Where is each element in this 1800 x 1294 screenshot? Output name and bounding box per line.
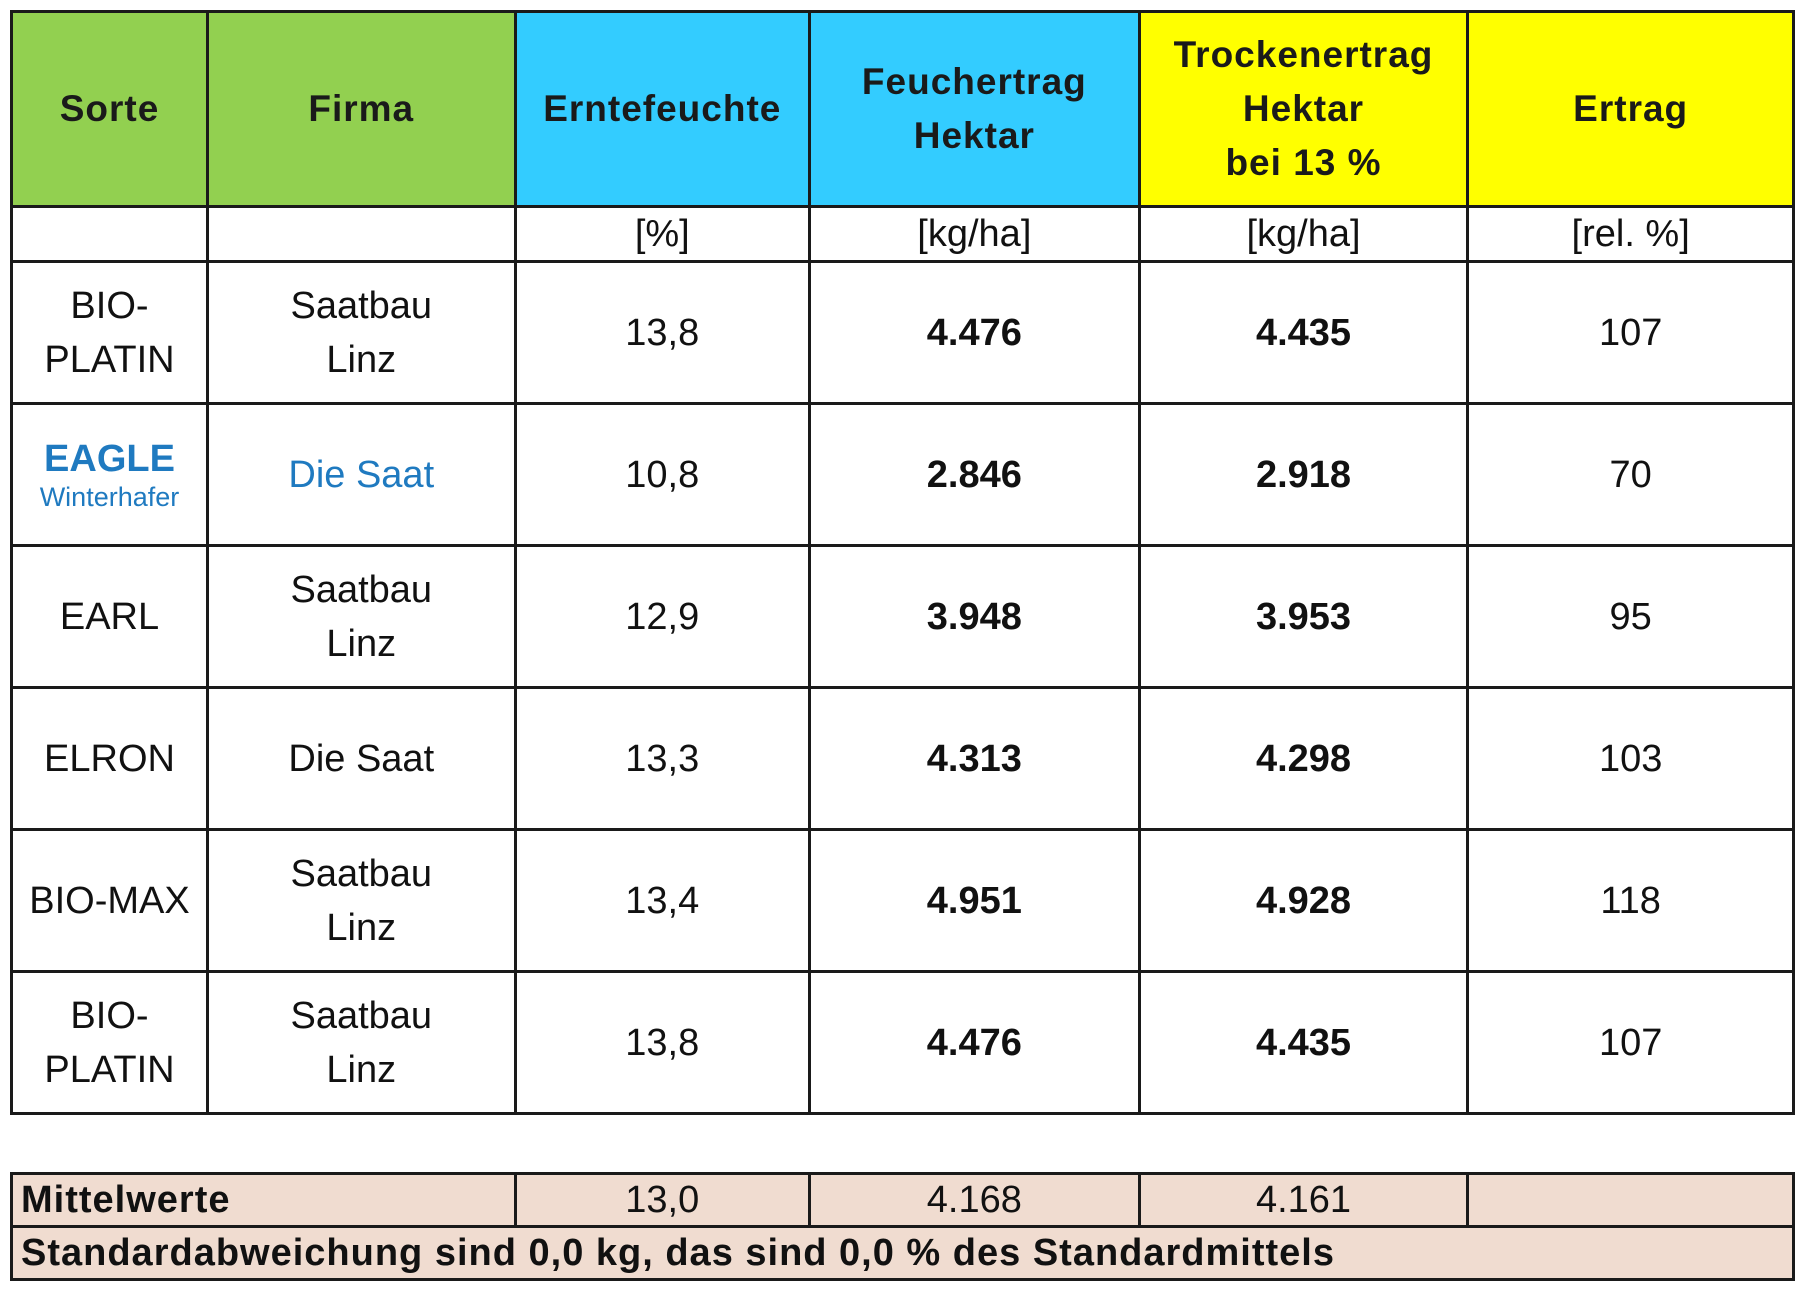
firma-line: Saatbau bbox=[290, 852, 433, 895]
cell-erntefeuchte: 13,3 bbox=[513, 686, 812, 831]
firma-line: Saatbau bbox=[290, 568, 433, 611]
cell-firma: Saatbau Linz bbox=[205, 544, 517, 689]
cell-ertrag: 95 bbox=[1466, 544, 1795, 689]
cell-ertrag: 107 bbox=[1466, 970, 1795, 1115]
cell-ertrag: 103 bbox=[1466, 686, 1795, 831]
cell-feuchertrag: 4.951 bbox=[808, 828, 1141, 973]
table-row: EAGLE Winterhafer Die Saat 10,8 2.846 2.… bbox=[10, 402, 1795, 547]
summary-feuchertrag: 4.168 bbox=[808, 1172, 1141, 1228]
cell-firma: Die Saat bbox=[205, 686, 517, 831]
firma-line: Die Saat bbox=[288, 737, 435, 780]
table-row: BIO-MAX Saatbau Linz 13,4 4.951 4.928 11… bbox=[10, 828, 1795, 973]
unit-erntefeuchte: [%] bbox=[513, 205, 812, 263]
unit-row: [%] [kg/ha] [kg/ha] [rel. %] bbox=[10, 205, 1795, 263]
firma-line: Saatbau bbox=[290, 994, 433, 1037]
variety-results-table: Sorte Firma Erntefeuchte Feuchertrag Hek… bbox=[10, 10, 1795, 1115]
cell-firma: Die Saat bbox=[205, 402, 517, 547]
standard-deviation-note: Standardabweichung sind 0,0 kg, das sind… bbox=[10, 1225, 1795, 1281]
summary-table: Mittelwerte 13,0 4.168 4.161 Standardabw… bbox=[10, 1172, 1795, 1281]
cell-sorte: BIO- PLATIN bbox=[10, 260, 209, 405]
cell-sorte: BIO- PLATIN bbox=[10, 970, 209, 1115]
cell-erntefeuchte: 12,9 bbox=[513, 544, 812, 689]
cell-feuchertrag: 2.846 bbox=[808, 402, 1141, 547]
summary-ertrag bbox=[1466, 1172, 1795, 1228]
cell-ertrag: 118 bbox=[1466, 828, 1795, 973]
sorte-line: EARL bbox=[59, 595, 160, 638]
header-feuchertrag-line: Feuchertrag bbox=[861, 61, 1087, 102]
cell-erntefeuchte: 13,8 bbox=[513, 970, 812, 1115]
sorte-line: PLATIN bbox=[44, 1048, 175, 1091]
table-row: BIO- PLATIN Saatbau Linz 13,8 4.476 4.43… bbox=[10, 260, 1795, 405]
cell-erntefeuchte: 13,8 bbox=[513, 260, 812, 405]
firma-line: Linz bbox=[326, 906, 397, 949]
cell-trockenertrag: 4.928 bbox=[1137, 828, 1470, 973]
cell-trockenertrag: 4.435 bbox=[1137, 970, 1470, 1115]
cell-trockenertrag: 4.435 bbox=[1137, 260, 1470, 405]
header-trockenertrag-line: Trockenertrag bbox=[1173, 34, 1434, 75]
sorte-line: BIO- bbox=[70, 284, 149, 327]
cell-erntefeuchte: 10,8 bbox=[513, 402, 812, 547]
unit-firma bbox=[205, 205, 517, 263]
sorte-subtitle: Winterhafer bbox=[39, 481, 180, 512]
header-trockenertrag: Trockenertrag Hektar bei 13 % bbox=[1137, 10, 1470, 208]
cell-sorte: BIO-MAX bbox=[10, 828, 209, 973]
sorte-name: EAGLE bbox=[44, 437, 175, 480]
firma-line: Linz bbox=[326, 622, 397, 665]
header-firma: Firma bbox=[205, 10, 517, 208]
cell-ertrag: 70 bbox=[1466, 402, 1795, 547]
cell-sorte: ELRON bbox=[10, 686, 209, 831]
header-trockenertrag-line: bei 13 % bbox=[1225, 142, 1382, 183]
cell-trockenertrag: 3.953 bbox=[1137, 544, 1470, 689]
header-feuchertrag: Feuchertrag Hektar bbox=[808, 10, 1141, 208]
unit-sorte bbox=[10, 205, 209, 263]
cell-ertrag: 107 bbox=[1466, 260, 1795, 405]
cell-sorte: EAGLE Winterhafer bbox=[10, 402, 209, 547]
table-row: BIO- PLATIN Saatbau Linz 13,8 4.476 4.43… bbox=[10, 970, 1795, 1115]
cell-feuchertrag: 4.476 bbox=[808, 260, 1141, 405]
table-row: ELRON Die Saat 13,3 4.313 4.298 103 bbox=[10, 686, 1795, 831]
cell-firma: Saatbau Linz bbox=[205, 970, 517, 1115]
cell-feuchertrag: 3.948 bbox=[808, 544, 1141, 689]
firma-line: Die Saat bbox=[288, 453, 435, 496]
firma-line: Saatbau bbox=[290, 284, 433, 327]
header-feuchertrag-line: Hektar bbox=[913, 115, 1035, 156]
header-trockenertrag-line: Hektar bbox=[1242, 88, 1365, 129]
table-row: EARL Saatbau Linz 12,9 3.948 3.953 95 bbox=[10, 544, 1795, 689]
unit-feuchertrag: [kg/ha] bbox=[808, 205, 1141, 263]
header-erntefeuchte: Erntefeuchte bbox=[513, 10, 812, 208]
cell-feuchertrag: 4.313 bbox=[808, 686, 1141, 831]
sorte-line: BIO- bbox=[70, 994, 149, 1037]
summary-trockenertrag: 4.161 bbox=[1137, 1172, 1470, 1228]
firma-line: Linz bbox=[326, 338, 397, 381]
sorte-line: ELRON bbox=[44, 737, 175, 780]
unit-trockenertrag: [kg/ha] bbox=[1137, 205, 1470, 263]
header-row: Sorte Firma Erntefeuchte Feuchertrag Hek… bbox=[10, 10, 1795, 208]
cell-trockenertrag: 2.918 bbox=[1137, 402, 1470, 547]
summary-row: Mittelwerte 13,0 4.168 4.161 bbox=[10, 1172, 1795, 1228]
cell-sorte: EARL bbox=[10, 544, 209, 689]
sorte-line: BIO-MAX bbox=[29, 879, 190, 922]
summary-erntefeuchte: 13,0 bbox=[513, 1172, 812, 1228]
sorte-line: PLATIN bbox=[44, 338, 175, 381]
summary-label: Mittelwerte bbox=[10, 1172, 517, 1228]
header-sorte: Sorte bbox=[10, 10, 209, 208]
cell-erntefeuchte: 13,4 bbox=[513, 828, 812, 973]
cell-feuchertrag: 4.476 bbox=[808, 970, 1141, 1115]
cell-firma: Saatbau Linz bbox=[205, 260, 517, 405]
header-ertrag: Ertrag bbox=[1466, 10, 1795, 208]
firma-line: Linz bbox=[326, 1048, 397, 1091]
summary-note-row: Standardabweichung sind 0,0 kg, das sind… bbox=[10, 1225, 1795, 1281]
unit-ertrag: [rel. %] bbox=[1466, 205, 1795, 263]
cell-trockenertrag: 4.298 bbox=[1137, 686, 1470, 831]
cell-firma: Saatbau Linz bbox=[205, 828, 517, 973]
